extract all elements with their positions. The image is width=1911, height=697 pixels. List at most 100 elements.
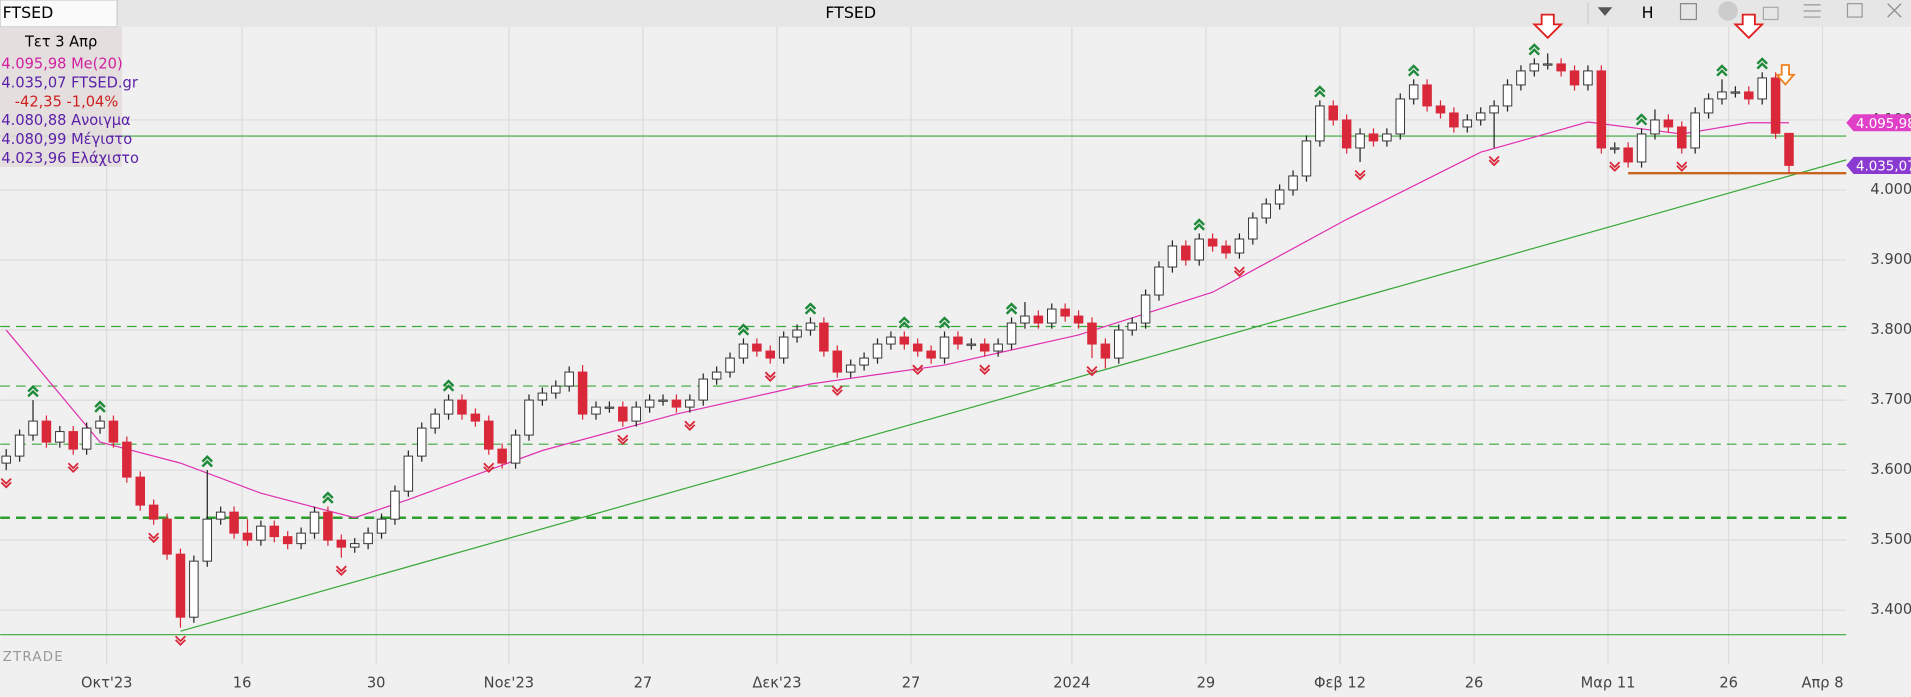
candle-body [1288,175,1298,191]
signal-down [1676,161,1688,172]
candle-body [215,511,226,520]
candle-body [1690,112,1700,149]
candle-body [1060,308,1070,317]
candle-body [1623,147,1633,163]
legend-line: 4.023,96 Ελάχιστο [1,150,139,167]
tab-label[interactable]: FTSED [3,3,54,22]
signal-down [1233,266,1245,277]
candle-body [81,427,92,450]
candle-body [1315,105,1325,142]
x-tick-label: Δεκ'23 [752,675,801,692]
h-button[interactable]: H [1642,3,1654,22]
candle-body [537,392,548,401]
x-tick-label: Οκτ'23 [81,675,133,692]
candle-body [1100,343,1111,359]
candle-body [282,536,293,545]
candle-body [899,336,910,345]
candle-body [1073,315,1084,324]
candle-body [1154,266,1164,296]
candle-body [845,364,856,373]
candle-body [1462,119,1473,128]
candle-body [778,336,789,359]
candle-body [309,511,320,534]
candle-body [269,525,280,538]
candle-body [685,399,695,408]
candle-body [430,413,440,429]
candle-body [1744,91,1754,100]
x-tick-label: 27 [902,675,921,692]
candle-body [242,532,253,541]
x-tick-label: Νοε'23 [484,675,534,692]
candle-body [1328,105,1339,121]
signal-down [684,420,696,432]
restore-icon[interactable] [1846,3,1863,18]
candle-body [671,399,682,408]
toolbar [0,0,1911,27]
candle-body [591,406,601,415]
panel-icon[interactable] [1679,3,1697,21]
candle-body [376,518,387,534]
signal-up [898,316,911,329]
candle-body [792,329,802,338]
candle-body [1047,308,1057,324]
candle-body [296,532,306,545]
menu-icon[interactable] [1803,4,1821,18]
candle-body [953,336,963,345]
candle-body [564,371,574,387]
alert-arrow [1532,13,1564,40]
candle-body [336,539,347,548]
candle-body [1596,70,1607,149]
candle-body [1717,91,1727,100]
legend-date: Τετ 3 Απρ [24,34,97,51]
candle-body [457,399,467,415]
signal-up [1756,57,1768,70]
signal-up [1407,64,1420,77]
candle-body [484,420,494,450]
candle-body [966,343,977,346]
legend-line: 4.080,99 Μέγιστο [1,131,132,148]
price-tag [1846,156,1911,174]
signal-down [174,635,186,647]
quote-icon[interactable] [1718,1,1738,21]
candle-body [256,525,266,541]
candle-body [1703,98,1714,114]
candle-body [108,420,119,443]
x-tick-label: Απρ 8 [1802,675,1844,692]
candle-body [1248,217,1258,240]
legend-line: 4.035,07 FTSED.gr [1,74,137,91]
candle-body [189,560,199,618]
candle-body [1140,294,1151,324]
x-tick-label: 26 [1719,675,1738,692]
signal-down [831,385,843,397]
candle-body [805,322,816,331]
candle-body [1274,189,1285,205]
candle-body [872,343,883,359]
candle-body [1087,322,1097,345]
x-tick-label: 16 [233,675,252,692]
candle-body [1475,112,1486,121]
x-tick-label: 27 [634,675,653,692]
candle-body [1730,91,1741,94]
dropdown-icon[interactable] [1597,7,1613,16]
alert-arrow-small [1774,64,1796,86]
lock-icon[interactable] [1762,6,1779,21]
candle-body [711,371,722,380]
y-tick-label: 3.500 [1870,531,1911,548]
tab[interactable] [0,0,118,28]
y-tick-label: 4.000 [1870,181,1911,198]
candle-body [644,399,655,408]
candle-body [1650,119,1660,135]
candle-body [604,406,615,409]
x-tick-label: Φεβ 12 [1314,675,1366,692]
y-tick-label: 3.700 [1870,391,1911,408]
signal-up [1005,302,1018,315]
candle-body [363,532,373,545]
candle-body [68,431,78,450]
close-icon[interactable] [1887,3,1902,18]
candle-body [1489,105,1499,114]
candle-body [1516,70,1526,86]
signal-up [94,400,106,413]
candle-body [577,371,588,415]
